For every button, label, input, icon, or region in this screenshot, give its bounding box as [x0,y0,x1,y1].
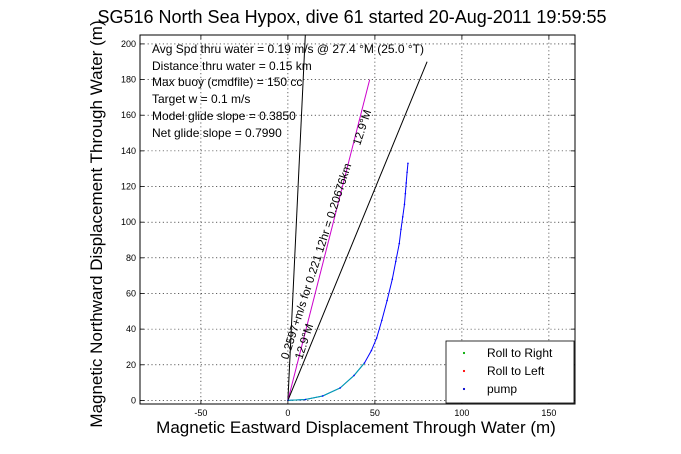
y-tick-label: 160 [121,110,136,120]
grid [140,35,575,404]
track-point [353,374,355,377]
legend-marker-roll-right [462,351,466,355]
track-point [386,299,388,302]
track-point [370,349,373,352]
reference-line [287,79,371,401]
reference-line [287,34,306,401]
axis-ticks: -50 0 50 100 150 0 20 40 60 80 100 120 140 160 180 200 [121,35,575,418]
legend-label-pump: pump [487,382,517,396]
x-tick-label: 50 [370,408,380,418]
track-point [400,228,402,231]
track-point [375,337,378,339]
annotation-avg-speed: Avg Spd thru water = 0.19 m/s @ 27.4 °M … [152,42,424,56]
track-point [363,362,366,364]
y-axis-label: Magnetic Northward Displacement Through … [87,20,106,427]
y-tick-label: 20 [126,360,136,370]
track-point [407,162,409,165]
legend-marker-roll-left [462,369,466,373]
track-point [381,319,383,322]
annotation-distance: Distance thru water = 0.15 km [152,59,312,73]
x-tick-label: 150 [541,408,556,418]
x-tick-label: -50 [194,408,207,418]
reference-lines [287,34,428,401]
track-point [398,242,401,245]
legend-label-roll-left: Roll to Left [487,364,545,378]
annotation-max-buoy: Max buoy (cmdfile) = 150 cc [152,75,302,89]
track-point [394,260,397,263]
y-tick-label: 200 [121,39,136,49]
track-point [406,171,408,174]
x-tick-label: 0 [285,408,290,418]
x-axis-label: Magnetic Eastward Displacement Through W… [156,418,556,437]
legend: Roll to Right Roll to Left pump [445,340,575,404]
track-point [404,192,407,195]
y-tick-label: 80 [126,253,136,263]
legend-box [445,340,575,404]
track-line-start [287,362,365,401]
y-tick-label: 180 [121,75,136,85]
legend-marker-pump [462,387,466,391]
x-tick-label: 100 [454,408,469,418]
track-point [391,278,394,281]
track-point [304,398,307,401]
y-tick-label: 120 [121,182,136,192]
track-point [401,216,404,218]
chart-title: SG516 North Sea Hypox, dive 61 started 2… [98,7,607,27]
annotation-net-glide: Net glide slope = 0.7990 [152,126,282,140]
annotation-model-glide: Model glide slope = 0.3850 [152,109,296,123]
track-point [403,203,406,206]
y-tick-label: 140 [121,146,136,156]
track-point [321,395,324,397]
dive-track [287,162,409,402]
y-tick-label: 100 [121,217,136,227]
reference-line [287,61,428,401]
annotation-target-w: Target w = 0.1 m/s [152,92,250,106]
annotation-block: Avg Spd thru water = 0.19 m/s @ 27.4 °M … [152,42,424,140]
y-tick-label: 40 [126,324,136,334]
plot-border [139,34,576,405]
track-point [339,387,341,389]
track-point [405,182,408,184]
y-tick-label: 0 [131,395,136,405]
legend-label-roll-right: Roll to Right [487,346,553,360]
y-tick-label: 60 [126,288,136,298]
